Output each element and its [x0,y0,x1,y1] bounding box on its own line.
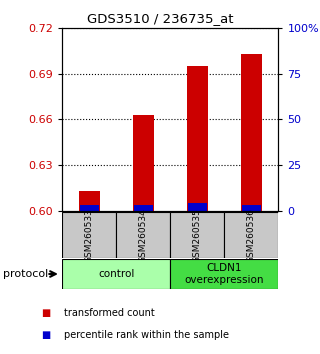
Text: GSM260533: GSM260533 [85,208,94,263]
Bar [170,212,224,258]
Text: ■: ■ [42,330,51,339]
Bar [187,66,208,211]
Text: GSM260536: GSM260536 [247,208,256,263]
Bar [62,212,116,258]
Bar [116,212,171,258]
Text: CLDN1
overexpression: CLDN1 overexpression [185,263,264,285]
Text: GSM260535: GSM260535 [193,208,202,263]
Text: GSM260534: GSM260534 [139,208,148,263]
Bar [242,205,260,211]
Bar [62,259,170,289]
Bar [170,259,278,289]
Bar [224,212,278,258]
Text: transformed count: transformed count [64,308,155,318]
Text: percentile rank within the sample: percentile rank within the sample [64,330,229,339]
Bar [132,115,154,211]
Text: protocol: protocol [3,269,48,279]
Bar [188,203,207,211]
Text: GDS3510 / 236735_at: GDS3510 / 236735_at [87,12,233,25]
Text: control: control [98,269,135,279]
Bar [80,205,99,211]
Text: ■: ■ [42,308,51,318]
Bar [134,205,153,211]
Bar [241,54,262,211]
Bar [79,191,100,211]
